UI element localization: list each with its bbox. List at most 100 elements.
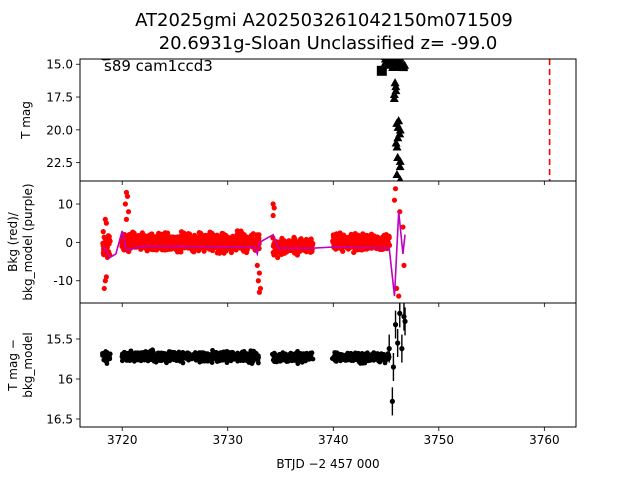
bkg-point: [256, 270, 263, 276]
bkg-point: [178, 249, 184, 255]
bkg-point: [270, 212, 276, 219]
bkg-point: [256, 232, 262, 238]
bkg-point: [209, 247, 216, 254]
residual-point: [395, 340, 401, 346]
y-axis-label: T mag: [19, 101, 33, 140]
x-tick-label: 3760: [529, 433, 560, 447]
residual-point: [389, 398, 395, 404]
bkg-point: [123, 216, 130, 222]
residual-point: [390, 364, 397, 370]
y-axis-label: bkg_model: [21, 332, 35, 398]
bkg-point: [275, 254, 281, 261]
upper-limit-triangle: [389, 93, 399, 102]
residual-point: [402, 318, 408, 324]
upper-limit-triangle: [396, 175, 404, 181]
residual-point: [310, 356, 316, 362]
bkg-point: [103, 220, 109, 226]
bkg-point: [309, 248, 315, 254]
upper-limit-triangle: [391, 59, 401, 67]
upper-limit-triangle: [395, 162, 405, 171]
y-tick-label: 10: [58, 198, 73, 212]
data-layer: [100, 59, 551, 416]
upper-limit-triangle: [391, 82, 401, 91]
sector-camera-label: s89 cam1ccd3: [104, 57, 213, 75]
y-axis-label: Bkg (red)/: [6, 211, 20, 272]
upper-limit-triangle: [395, 125, 405, 134]
x-tick-label: 3720: [107, 433, 138, 447]
residual-point: [209, 360, 215, 366]
x-axis-label: BTJD −2 457 000: [276, 457, 379, 471]
bkg-point: [257, 285, 264, 292]
upper-limit-triangle: [389, 89, 399, 99]
upper-limit-triangle: [397, 59, 407, 68]
upper-limit-triangle: [395, 156, 405, 165]
bkg-point: [271, 205, 277, 211]
upper-limit-triangle: [383, 59, 393, 63]
bkg-point: [294, 252, 301, 258]
upper-limit-triangle: [392, 142, 402, 151]
figure-title-line2: 20.6931g-Sloan Unclassified z= -99.0: [159, 33, 498, 54]
residual-point: [386, 346, 392, 352]
y-axis-label: T mag −: [6, 339, 20, 392]
bottom-panel-frame: [79, 302, 577, 428]
y-tick-label: 15.0: [46, 58, 73, 72]
middle-panel-marks: [100, 186, 407, 299]
bkg-point: [386, 233, 392, 240]
x-tick-label: 3730: [212, 433, 243, 447]
bkg-point: [185, 230, 192, 237]
residual-point: [392, 322, 399, 328]
bkg-point: [101, 285, 107, 292]
mag-square-marker: [376, 65, 387, 76]
bkg-point: [124, 193, 131, 199]
residual-point: [106, 353, 112, 359]
residual-point: [399, 346, 405, 352]
residual-point: [255, 354, 261, 360]
bkg-point: [340, 248, 346, 254]
bottom-panel-marks: [100, 303, 408, 416]
bkg-point: [201, 248, 207, 254]
bkg-point: [103, 274, 109, 280]
bkg-point: [386, 242, 393, 248]
bkg-point: [400, 224, 406, 230]
y-tick-label: 22.5: [46, 156, 73, 170]
residual-point: [180, 360, 186, 366]
bkg-point: [122, 201, 128, 207]
bkg-point: [292, 236, 298, 242]
x-tick-label: 3740: [318, 433, 349, 447]
residual-point: [295, 361, 301, 367]
bkg-point: [401, 262, 407, 269]
y-tick-label: 15.5: [46, 333, 73, 347]
y-tick-label: 20.0: [46, 123, 73, 137]
upper-limit-triangle: [391, 138, 401, 147]
top-panel-marks: [100, 59, 551, 181]
y-axis-label: bkg_model (purple): [21, 183, 35, 300]
bkg-point: [125, 209, 132, 215]
residual-point: [401, 314, 407, 320]
bkg-point: [131, 230, 137, 236]
x-tick-label: 3750: [424, 433, 455, 447]
y-tick-label: -10: [53, 274, 73, 288]
y-tick-label: 0: [65, 236, 73, 250]
bkg-point: [391, 197, 398, 203]
y-tick-label: 16.5: [46, 413, 73, 427]
bkg-point: [254, 262, 260, 269]
residual-point: [104, 361, 110, 366]
upper-limit-triangle: [392, 169, 402, 179]
bkg-point: [396, 293, 402, 299]
upper-limit-triangle: [393, 133, 403, 142]
residual-point: [397, 310, 403, 316]
bkg-point: [106, 233, 112, 240]
y-tick-label: 16: [58, 373, 73, 387]
top-panel-frame: [79, 58, 577, 182]
bkg-point: [255, 278, 261, 284]
y-tick-label: 17.5: [46, 91, 73, 105]
bkg-model-line: [102, 211, 406, 297]
bkg-point: [392, 186, 399, 192]
figure-title-line1: AT2025gmi A202503261042150m071509: [135, 10, 513, 31]
bkg-point: [191, 249, 197, 255]
upper-limit-triangle: [390, 78, 400, 87]
bkg-point: [100, 229, 106, 235]
bkg-point: [310, 240, 316, 247]
